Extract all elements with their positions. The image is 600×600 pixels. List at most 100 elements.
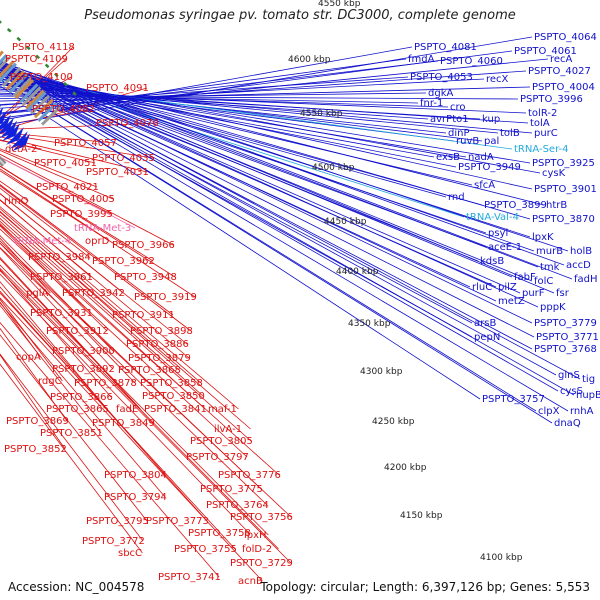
connector-right bbox=[0, 66, 535, 338]
gene-label-left: maf-1 bbox=[208, 404, 237, 415]
gene-label-right: ruvB bbox=[456, 136, 479, 147]
connector-left bbox=[0, 149, 114, 200]
gene-label-left: PSPTO_4051 bbox=[34, 158, 97, 169]
gene-label-left: PSPTO_3851 bbox=[40, 428, 103, 439]
connector-left bbox=[0, 185, 192, 332]
connector-left bbox=[0, 242, 136, 384]
gene-label-left: PSPTO_3931 bbox=[30, 308, 93, 319]
scale-label: 4550 kbp bbox=[318, 0, 361, 9]
reverse-gene bbox=[0, 117, 14, 134]
gene-label-right: PSPTO_4060 bbox=[440, 56, 503, 67]
connector-left bbox=[0, 211, 251, 430]
gene-label-right: clpX bbox=[538, 406, 560, 417]
gene-label-right: recX bbox=[486, 74, 509, 85]
connector-left bbox=[0, 168, 196, 298]
connector-right bbox=[0, 61, 555, 294]
gene-label-right: tolR-2 bbox=[528, 108, 557, 119]
gene-label-left: PSPTO_3984 bbox=[28, 252, 91, 263]
connector-left bbox=[0, 165, 176, 278]
gene-label-left: PSPTO_3772 bbox=[82, 536, 145, 547]
connector-left bbox=[0, 297, 263, 582]
gene-label-right: PSPTO_3949 bbox=[458, 162, 521, 173]
cog-mark bbox=[18, 83, 39, 104]
connector-left bbox=[0, 322, 220, 578]
connector-left bbox=[0, 327, 68, 422]
gene-label-left: PSPTO_3775 bbox=[200, 484, 263, 495]
gene-label-right: metZ bbox=[498, 296, 525, 307]
connector-left bbox=[0, 298, 63, 382]
gene-label-left: fadE bbox=[116, 404, 138, 415]
gene-label-left: PSPTO_3849 bbox=[92, 418, 155, 429]
gene-label-left: PSPTO_3850 bbox=[142, 391, 205, 402]
gene-label-left: tRNA-Met-4 bbox=[14, 236, 71, 247]
cog-mark bbox=[0, 60, 15, 78]
connector-left bbox=[0, 281, 108, 410]
connector-left bbox=[0, 270, 292, 564]
connector-left bbox=[0, 354, 66, 450]
gene-label-right: pepN bbox=[474, 332, 500, 343]
connector-left bbox=[0, 156, 112, 215]
gene-label-left: PSPTO_3942 bbox=[62, 288, 125, 299]
connector-left bbox=[0, 269, 112, 398]
connector-left bbox=[0, 187, 90, 258]
gene-label-right: PSPTO_3779 bbox=[534, 318, 597, 329]
cog-mark bbox=[5, 70, 25, 91]
connector-left bbox=[0, 247, 114, 370]
gene-label-left: acnB bbox=[238, 576, 263, 587]
gene-label-left: PSPTO_3741 bbox=[158, 572, 221, 583]
connector-left bbox=[0, 139, 96, 164]
gene-label-left: PSPTO_3729 bbox=[230, 558, 293, 569]
connector-right bbox=[0, 85, 481, 400]
gene-label-left: PSPTO_3858 bbox=[140, 378, 203, 389]
reverse-gene bbox=[9, 131, 28, 149]
cog-mark bbox=[37, 102, 58, 122]
gene-label-left: PSPTO_3869 bbox=[6, 416, 69, 427]
gene-label-right: purF bbox=[522, 288, 545, 299]
connector-right bbox=[0, 79, 553, 424]
gene-label-right: PSPTO_4081 bbox=[414, 42, 477, 53]
connector-right bbox=[0, 90, 527, 114]
gene-label-right: fnr-1 bbox=[420, 98, 443, 109]
scale-label: 4500 kbp bbox=[312, 163, 355, 173]
gene-label-right: PSPTO_3925 bbox=[532, 158, 595, 169]
gene-label-left: oprD bbox=[85, 236, 110, 247]
gene-label-right: cysS bbox=[560, 386, 583, 397]
connector-left bbox=[0, 223, 92, 314]
gene-label-right: hupB bbox=[576, 390, 600, 401]
gene-label-right: kdsB bbox=[480, 256, 504, 267]
gene-label-left: PSPTO_4031 bbox=[86, 167, 149, 178]
topology-text: Topology: circular; Length: 6,397,126 bp… bbox=[260, 580, 590, 594]
gene-label-right: tmk bbox=[540, 262, 560, 273]
gene-label-right: PSPTO_4061 bbox=[514, 46, 577, 57]
gene-label-right: murB bbox=[536, 246, 563, 257]
cog-mark bbox=[40, 106, 61, 126]
gene-label-right: folC bbox=[534, 276, 553, 287]
gene-label-left: PSPTO_3868 bbox=[118, 365, 181, 376]
gene-label-left: PSPTO_3758 bbox=[188, 528, 251, 539]
gene-label-left: PSPTO_4021 bbox=[36, 182, 99, 193]
connector-right bbox=[0, 64, 521, 294]
scale-label: 4100 kbp bbox=[480, 553, 523, 563]
connector-right bbox=[0, 65, 533, 324]
gene-label-right: PSPTO_3768 bbox=[534, 344, 597, 355]
connector-left bbox=[0, 242, 292, 518]
connector-left bbox=[0, 228, 248, 458]
reverse-gene bbox=[0, 110, 7, 125]
gene-label-right: fsr bbox=[556, 288, 570, 299]
gene-label-right: aceE-1 bbox=[488, 242, 522, 253]
gene-label-left: tRNA-Met-3 bbox=[74, 223, 131, 234]
gene-label-right: rluC bbox=[472, 282, 492, 293]
connector-left bbox=[0, 273, 250, 534]
gene-label-left: PSPTO_3911 bbox=[112, 310, 175, 321]
connector-right bbox=[0, 94, 419, 104]
gene-label-left: PSPTO_3865 bbox=[46, 404, 109, 415]
connector-right bbox=[0, 66, 581, 380]
gene-label-right: recA bbox=[550, 54, 573, 65]
gene-label-right: tRNA-Ser-4 bbox=[514, 144, 569, 155]
gene-label-right: avrPto1 bbox=[430, 114, 469, 125]
connector-left bbox=[0, 122, 158, 131]
gene-label-left: PSPTO_3898 bbox=[130, 326, 193, 337]
gene-label-left: PSPTO_3961 bbox=[30, 272, 93, 283]
gene-label-left: PSPTO_3886 bbox=[126, 339, 189, 350]
